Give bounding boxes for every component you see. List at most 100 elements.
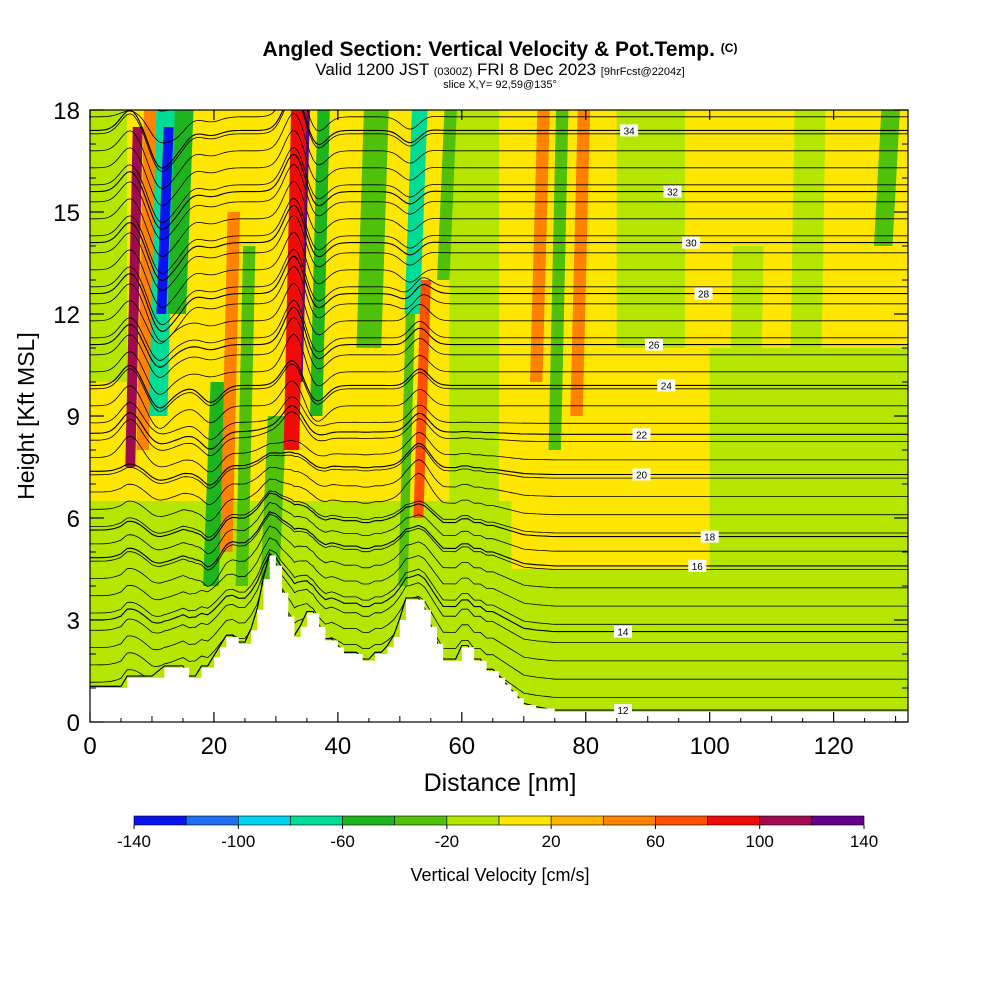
isentrope-line <box>90 548 908 625</box>
isentrope-label-bg <box>632 428 651 441</box>
colorbar-tick-label: -60 <box>330 832 355 851</box>
isentrope-label-text: 30 <box>686 239 698 250</box>
colorbar-swatch <box>290 815 343 826</box>
isentrope-line <box>90 492 908 542</box>
isentrope-label: 12 <box>613 704 632 717</box>
isentrope-line <box>90 537 908 607</box>
isentrope-label-bg <box>632 468 651 481</box>
isentrope-label-bg <box>682 236 701 249</box>
isentrope-label-text: 22 <box>636 430 648 441</box>
colorbar: -140 -100 -60 -20 20 60 100 140 <box>117 815 878 851</box>
isentrope-label-text: 28 <box>698 290 710 301</box>
colorbar-label: Vertical Velocity [cm/s] <box>410 865 589 885</box>
velocity-plume <box>309 110 330 416</box>
x-tick-label: 0 <box>83 733 96 760</box>
isentrope-line <box>90 380 908 429</box>
isentrope-label-text: 20 <box>636 470 648 481</box>
isentrope-label-bg <box>644 338 663 351</box>
colorbar-swatch <box>550 815 604 826</box>
isentrope-line <box>90 214 908 291</box>
isentrope-line <box>90 472 908 522</box>
isentrope-line <box>90 513 908 571</box>
x-tick-label: 80 <box>572 733 599 760</box>
isentrope-line <box>90 204 908 281</box>
colorbar-swatch <box>655 815 708 826</box>
isentrope-line <box>90 511 908 568</box>
colorbar-swatch <box>602 815 656 826</box>
velocity-plume <box>725 246 764 654</box>
y-tick-label: 6 <box>67 506 80 533</box>
isentrope-label-text: 12 <box>617 706 629 717</box>
forecast-tag: [9hrFcst@2204z] <box>600 66 685 78</box>
velocity-plume <box>260 416 287 586</box>
isentrope-line <box>90 112 908 189</box>
isentrope-label-text: 32 <box>667 188 679 199</box>
isentrope-label-bg <box>613 704 632 717</box>
isentrope-label: 22 <box>632 428 651 441</box>
x-tick-label: 20 <box>201 733 228 760</box>
isentrope-label-text: 18 <box>704 533 716 544</box>
isentrope-label-bg <box>700 530 719 543</box>
colorbar-swatch <box>237 815 291 826</box>
isentrope-line <box>90 459 908 505</box>
isentrope-label: 30 <box>682 236 701 250</box>
x-tick-label: 60 <box>448 733 475 760</box>
axes: 0 20 40 60 80 100 120 0 3 6 9 12 15 18 <box>53 98 908 760</box>
isentrope-line <box>90 490 908 538</box>
velocity-plume <box>235 246 256 586</box>
colorbar-tick-label: -100 <box>221 832 255 851</box>
isentrope-label: 14 <box>613 625 632 639</box>
velocity-plume <box>125 127 143 467</box>
y-tick-label: 9 <box>67 404 80 431</box>
isentrope-line <box>90 197 908 274</box>
isentrope-line <box>90 282 908 344</box>
velocity-plume <box>570 110 591 416</box>
chart-title-text: Angled Section: Vertical Velocity & Pot.… <box>262 38 715 61</box>
y-axis-label: Height [Kft MSL] <box>13 332 39 499</box>
velocity-zone <box>511 569 908 722</box>
velocity-plume <box>156 127 174 314</box>
isentrope-line <box>90 153 908 230</box>
isentrope-label: 20 <box>632 468 651 481</box>
isentrope-line <box>90 316 908 378</box>
isentrope-line <box>90 525 908 589</box>
colorbar-swatch <box>446 815 500 826</box>
isentrope-line <box>90 360 908 409</box>
colorbar-tick-label: -20 <box>435 832 460 851</box>
isentrope-label-text: 14 <box>617 628 629 639</box>
colorbar-swatch <box>185 815 239 826</box>
terrain <box>90 555 908 722</box>
velocity-plume <box>413 280 431 518</box>
isentrope-line <box>90 110 908 172</box>
isentrope-line <box>90 410 908 457</box>
isentrope-line <box>90 552 908 643</box>
isentrope-label-text: 26 <box>648 341 660 352</box>
velocity-field <box>90 110 908 722</box>
isentrope-line <box>90 501 908 555</box>
isentrope-label-bg <box>663 185 682 198</box>
isentrope-label-bg <box>694 287 713 300</box>
isentrope-line <box>90 333 908 395</box>
isentrope-line <box>90 265 908 342</box>
isentrope-labels: 12 14 16 18 20 22 24 26 28 30 32 34 <box>613 124 719 717</box>
isentrope-lines <box>90 110 908 711</box>
valid-time-main: Valid 1200 JST <box>315 60 429 79</box>
velocity-plume <box>529 110 550 382</box>
y-tick-label: 15 <box>53 200 80 227</box>
isentrope-label-bg <box>613 625 632 638</box>
colorbar-tick-label: 60 <box>646 832 665 851</box>
isentrope-label-bg <box>688 559 707 572</box>
y-tick-label: 3 <box>67 608 80 635</box>
isentrope-label-bg <box>620 124 639 137</box>
isentrope-label: 24 <box>657 379 676 392</box>
colorbar-swatch <box>498 815 552 826</box>
isentrope-line <box>90 110 908 144</box>
isentrope-line <box>90 552 908 633</box>
isentrope-line <box>90 129 908 206</box>
chart-header: Angled Section: Vertical Velocity & Pot.… <box>0 36 1000 91</box>
isentrope-line <box>90 110 908 169</box>
isentrope-label: 16 <box>688 559 707 573</box>
isentrope-line <box>90 255 908 332</box>
colorbar-tick-label: -140 <box>117 832 151 851</box>
